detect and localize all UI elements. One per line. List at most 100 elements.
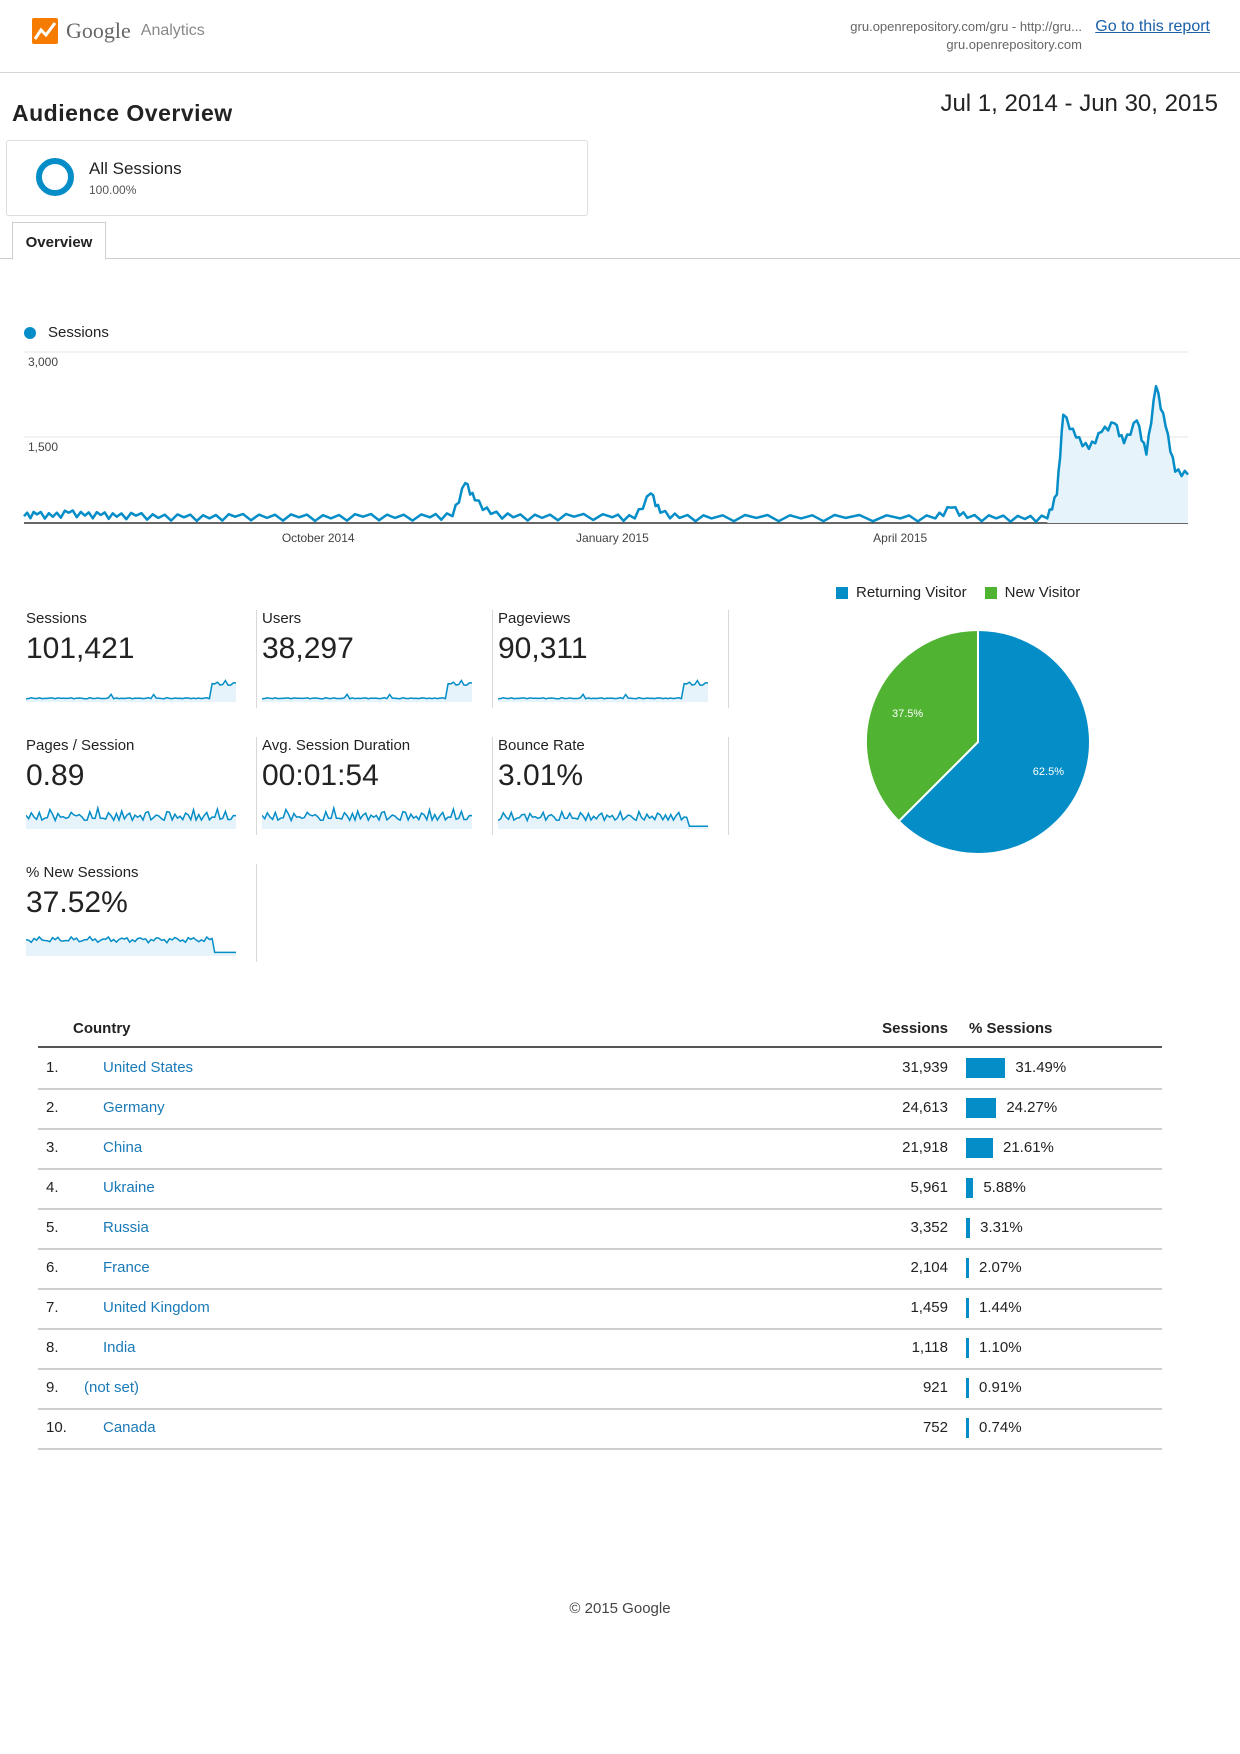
row-country-link[interactable]: India xyxy=(103,1339,136,1356)
row-rank: 10. xyxy=(46,1419,67,1436)
logo-google-text: Google xyxy=(66,18,131,43)
row-pct: 21.61% xyxy=(1003,1139,1054,1156)
sparkline-area xyxy=(498,680,708,702)
account-url: gru.openrepository.com/gru - http://gru.… xyxy=(850,19,1082,34)
sessions-legend-dot xyxy=(24,327,36,339)
google-analytics-logo[interactable]: Google Analytics xyxy=(32,18,205,44)
table-row: 5. Russia 3,352 3.31% xyxy=(38,1208,1162,1250)
row-country-link[interactable]: Ukraine xyxy=(103,1179,155,1196)
metric-label: Pageviews xyxy=(498,610,571,627)
metric-label: Users xyxy=(262,610,302,627)
pie-slice-returning-visitor[interactable] xyxy=(897,628,1091,855)
metric-sparkline xyxy=(262,805,472,829)
table-row: 3. China 21,918 21.61% xyxy=(38,1128,1162,1170)
metric-card-users[interactable]: Users 38,297 xyxy=(262,610,493,708)
tab-overview[interactable]: Overview xyxy=(12,222,106,260)
row-pct-bar xyxy=(966,1098,997,1118)
legend-label-returning: Returning Visitor xyxy=(856,584,967,601)
metric-card-pageviews[interactable]: Pageviews 90,311 xyxy=(498,610,729,708)
logo-analytics-text: Analytics xyxy=(140,22,205,39)
legend-swatch-returning xyxy=(836,586,848,599)
pie-label-new: 37.5% xyxy=(892,708,923,720)
row-pct-bar xyxy=(966,1218,971,1238)
row-rank: 4. xyxy=(46,1179,59,1196)
col-header-country[interactable]: Country xyxy=(73,1020,131,1037)
table-header-divider xyxy=(38,1046,1162,1048)
table-row: 2. Germany 24,613 24.27% xyxy=(38,1088,1162,1130)
y-tick-label: 3,000 xyxy=(28,355,58,369)
row-rank: 2. xyxy=(46,1099,59,1116)
segment-ring-icon xyxy=(36,158,74,196)
analytics-logo-icon xyxy=(32,18,58,44)
row-rank: 8. xyxy=(46,1339,59,1356)
metric-sparkline xyxy=(498,679,708,702)
metric-label: % New Sessions xyxy=(26,864,139,881)
row-country-link[interactable]: (not set) xyxy=(84,1379,140,1396)
segment-name: All Sessions xyxy=(89,159,182,178)
metric-card-avg-session-duration[interactable]: Avg. Session Duration 00:01:54 xyxy=(262,737,493,835)
metric-card-new-sessions[interactable]: % New Sessions 37.52% xyxy=(26,864,257,962)
row-rank: 1. xyxy=(46,1059,59,1076)
row-sessions: 1,118 xyxy=(911,1339,948,1356)
row-rank: 3. xyxy=(46,1139,59,1156)
tab-divider xyxy=(0,258,1240,259)
account-property: gru.openrepository.com xyxy=(946,37,1082,52)
row-pct: 0.91% xyxy=(979,1379,1022,1396)
metric-value: 00:01:54 xyxy=(262,759,379,792)
metric-label: Sessions xyxy=(26,610,87,627)
row-country-link[interactable]: United States xyxy=(103,1059,194,1076)
pie-legend: Returning Visitor New Visitor xyxy=(836,584,1080,601)
visitor-pie-chart: 62.5% 37.5% xyxy=(864,628,1091,855)
segment-card[interactable]: All Sessions 100.00% xyxy=(6,140,588,216)
metric-label: Avg. Session Duration xyxy=(262,737,411,754)
pie-label-returning: 62.5% xyxy=(1033,766,1064,778)
metric-value: 0.89 xyxy=(26,759,85,792)
metric-sparkline xyxy=(498,809,708,829)
row-sessions: 5,961 xyxy=(910,1179,948,1196)
sessions-legend-label: Sessions xyxy=(48,324,109,341)
legend-swatch-new xyxy=(984,586,997,599)
metric-label: Pages / Session xyxy=(26,737,135,754)
sparkline-line xyxy=(262,805,472,823)
row-rank: 9. xyxy=(46,1379,59,1396)
sparkline-line xyxy=(498,809,708,827)
sessions-area xyxy=(1047,386,1188,523)
metric-sparkline xyxy=(26,805,236,829)
x-tick-label: April 2015 xyxy=(873,531,927,545)
row-country-link[interactable]: United Kingdom xyxy=(103,1299,210,1316)
sparkline-area xyxy=(262,680,472,702)
row-country-link[interactable]: Germany xyxy=(103,1099,165,1116)
metric-value: 37.52% xyxy=(26,886,128,919)
row-country-link[interactable]: China xyxy=(103,1139,143,1156)
metric-card-bounce-rate[interactable]: Bounce Rate 3.01% xyxy=(498,737,729,835)
header-divider xyxy=(0,72,1240,73)
go-to-report-link[interactable]: Go to this report xyxy=(1095,18,1210,35)
metric-value: 101,421 xyxy=(26,632,135,665)
table-row: 9. (not set) 921 0.91% xyxy=(38,1368,1162,1410)
table-row: 6. France 2,104 2.07% xyxy=(38,1248,1162,1290)
sparkline-line xyxy=(26,805,236,823)
metric-label: Bounce Rate xyxy=(498,737,585,754)
metric-sparkline xyxy=(262,679,472,702)
col-header-pct-sessions[interactable]: % Sessions xyxy=(969,1020,1053,1037)
row-country-link[interactable]: Russia xyxy=(103,1219,149,1236)
row-sessions: 3,352 xyxy=(910,1219,948,1236)
table-row: 8. India 1,118 1.10% xyxy=(38,1328,1162,1370)
pie-slice-new-visitor[interactable] xyxy=(864,628,979,823)
col-header-sessions[interactable]: Sessions xyxy=(882,1020,948,1037)
row-pct-bar xyxy=(966,1418,969,1438)
row-sessions: 2,104 xyxy=(910,1259,948,1276)
row-rank: 7. xyxy=(46,1299,59,1316)
metric-card-sessions[interactable]: Sessions 101,421 xyxy=(26,610,257,708)
row-sessions: 31,939 xyxy=(902,1059,948,1076)
date-range[interactable]: Jul 1, 2014 - Jun 30, 2015 xyxy=(940,90,1218,117)
footer-copyright: © 2015 Google xyxy=(569,1600,671,1617)
sparkline-line xyxy=(26,679,236,700)
row-country-link[interactable]: France xyxy=(103,1259,150,1276)
row-country-link[interactable]: Canada xyxy=(103,1419,156,1436)
row-pct: 0.74% xyxy=(979,1419,1022,1436)
row-pct-bar xyxy=(966,1338,969,1358)
page-title: Audience Overview xyxy=(12,100,233,126)
metric-card-pages-per-session[interactable]: Pages / Session 0.89 xyxy=(26,737,257,835)
row-pct-bar xyxy=(966,1258,969,1278)
